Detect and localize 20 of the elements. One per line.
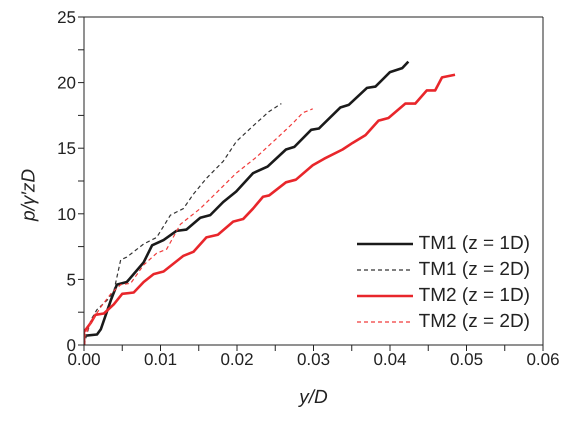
x-tick-label: 0.02 [220,350,254,370]
x-tick-label: 0.03 [296,350,330,370]
legend-label: TM1 (z = 2D) [418,258,530,282]
x-tick-label: 0.00 [67,350,101,370]
legend-label: TM2 (z = 2D) [418,310,530,334]
y-tick-label: 5 [66,270,76,290]
x-tick-label: 0.01 [144,350,178,370]
x-tick-label: 0.05 [450,350,484,370]
x-tick-label: 0.06 [526,350,560,370]
y-tick-label: 10 [57,204,76,224]
line-series [84,108,314,340]
legend-label: TM2 (z = 1D) [418,284,530,308]
y-tick-label: 25 [57,8,76,28]
y-tick-label: 20 [57,74,76,93]
legend-label: TM1 (z = 1D) [418,232,530,256]
y-tick-label: 15 [57,139,76,158]
y-axis-title: p/γ′zD [18,168,40,222]
x-axis-title: y/D [297,387,328,408]
x-tick-label: 0.04 [373,350,407,370]
line-series [84,73,456,345]
